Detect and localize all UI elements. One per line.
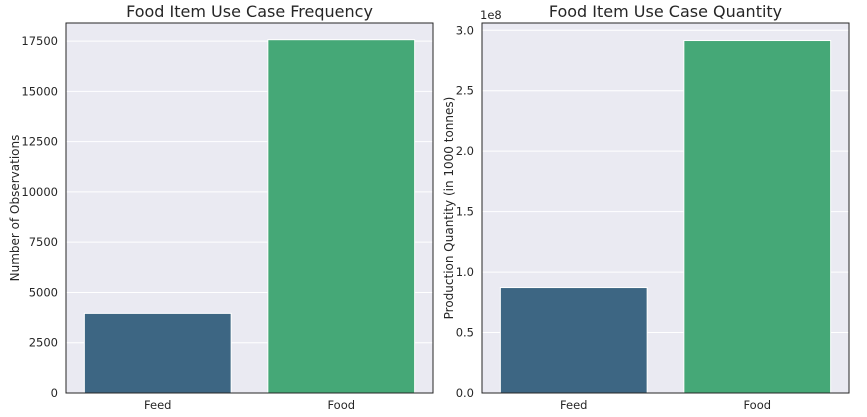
y-tick-label: 3.0 xyxy=(456,23,474,37)
y-tick-label: 2500 xyxy=(29,336,58,350)
x-tick-label: Feed xyxy=(144,398,171,412)
y-offset-label: 1e8 xyxy=(480,8,502,22)
y-tick-label: 7500 xyxy=(29,235,58,249)
bars xyxy=(83,39,416,394)
y-tick-label: 5000 xyxy=(29,285,58,299)
y-axis-label: Production Quantity (in 1000 tonnes) xyxy=(442,97,456,320)
y-tick-label: 2.0 xyxy=(456,144,474,158)
bars xyxy=(499,40,832,394)
y-tick-label: 1.5 xyxy=(456,205,474,219)
bar-food xyxy=(683,40,832,394)
chart-title: Food Item Use Case Quantity xyxy=(549,2,782,21)
y-tick-label: 2.5 xyxy=(456,84,474,98)
chart-quantity: 0.0 0.5 1.0 1.5 2.0 2.5 3.0 Feed Food Food Item… xyxy=(442,2,850,412)
y-tick-label: 0.0 xyxy=(456,386,474,400)
y-tick-labels: 0.0 0.5 1.0 1.5 2.0 2.5 3.0 xyxy=(456,23,474,400)
bar-feed xyxy=(83,312,232,394)
y-tick-label: 17500 xyxy=(21,34,58,48)
y-tick-label: 12500 xyxy=(21,135,58,149)
bar-feed xyxy=(499,287,648,394)
x-tick-label: Food xyxy=(327,398,355,412)
y-tick-label: 10000 xyxy=(21,185,58,199)
chart-title: Food Item Use Case Frequency xyxy=(126,2,373,21)
y-tick-label: 15000 xyxy=(21,84,58,98)
x-tick-label: Feed xyxy=(560,398,587,412)
plot-frame xyxy=(65,22,434,394)
bar-food xyxy=(267,39,416,394)
chart-frequency: 0 2500 5000 7500 10000 12500 15000 17500 Feed Fo… xyxy=(8,2,434,412)
plot-frame xyxy=(481,22,850,394)
y-tick-labels: 0 2500 5000 7500 10000 12500 15000 17500 xyxy=(21,34,58,400)
x-tick-labels: Feed Food xyxy=(144,398,355,412)
x-tick-labels: Feed Food xyxy=(560,398,771,412)
x-tick-label: Food xyxy=(743,398,771,412)
y-axis-label: Number of Observations xyxy=(8,135,22,282)
y-tick-label: 0.5 xyxy=(456,326,474,340)
y-tick-label: 0 xyxy=(51,386,58,400)
y-tick-label: 1.0 xyxy=(456,265,474,279)
